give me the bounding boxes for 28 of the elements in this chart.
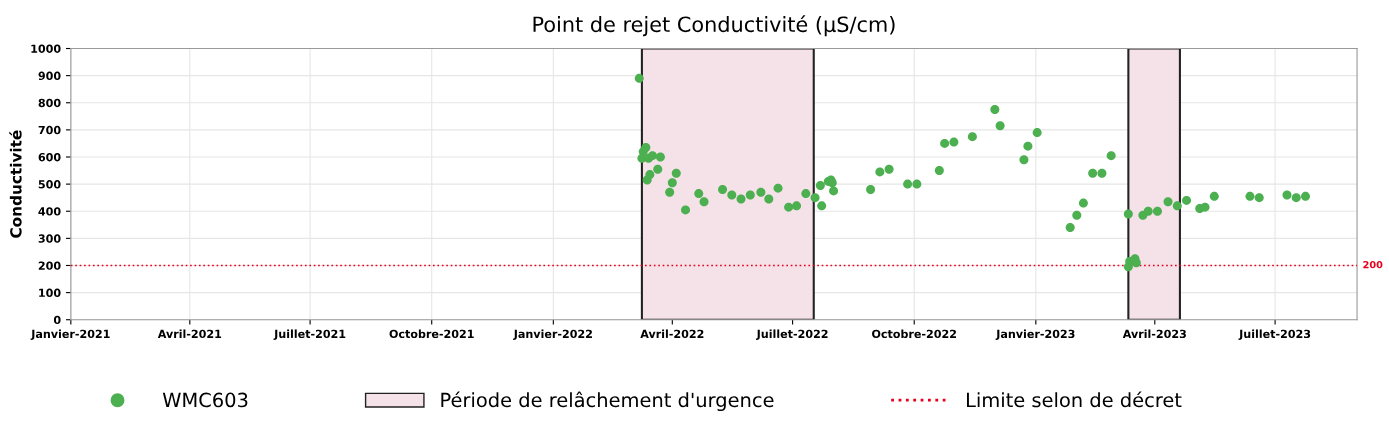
x-tick-label: Janvier-2022: [513, 329, 592, 341]
y-tick-label: 500: [38, 180, 61, 189]
x-tick-label: Octobre-2021: [389, 329, 474, 339]
legend-label: WMC603: [162, 392, 248, 408]
y-tick-label: 300: [38, 234, 61, 243]
y-tick-label: 800: [38, 98, 61, 108]
x-tick-label: Octobre-2022: [872, 329, 956, 339]
x-tick-label: Avril-2023: [1122, 329, 1186, 339]
legend-label: Limite selon de décret: [966, 391, 1182, 408]
y-axis-title: Conductivité: [9, 130, 22, 238]
x-tick-label: Juillet-2023: [1238, 329, 1311, 341]
y-tick-label: 200: [38, 261, 61, 270]
y-tick-label: 700: [38, 125, 61, 135]
x-tick-label: Juillet-2021: [273, 329, 346, 341]
x-tick-label: Avril-2021: [157, 329, 222, 339]
y-tick-label: 400: [38, 207, 61, 216]
x-tick-label: Avril-2022: [640, 329, 704, 339]
text: 200: [1363, 260, 1383, 269]
x-tick-label: Janvier-2023: [995, 329, 1075, 341]
y-tick-label: 1000: [31, 44, 61, 53]
legend-label: Période de relâchement d'urgence: [441, 391, 774, 412]
x-tick-label: Janvier-2021: [30, 329, 110, 341]
y-tick-label: 900: [38, 71, 61, 81]
x-tick-label: Juillet-2022: [756, 329, 828, 341]
y-tick-label: 600: [38, 152, 61, 162]
y-tick-label: 0: [53, 315, 61, 325]
y-tick-label: 100: [39, 288, 61, 297]
chart-title: Point de rejet Conductivité (µS/cm): [533, 15, 895, 37]
